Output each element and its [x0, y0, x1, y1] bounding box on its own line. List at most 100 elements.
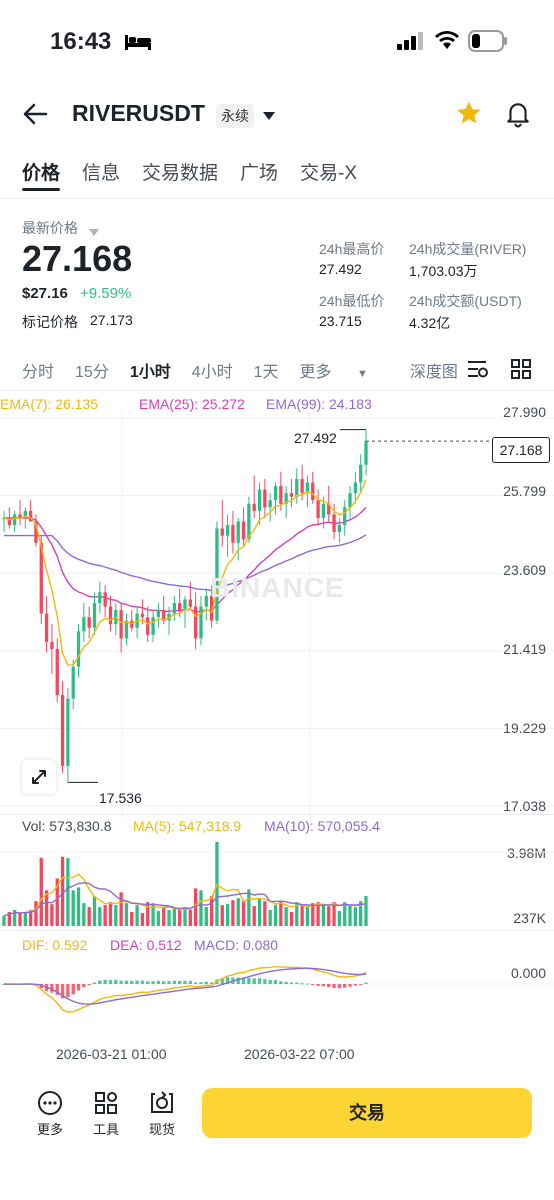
- volume-bar: [220, 905, 224, 926]
- volume-bar: [284, 907, 288, 926]
- amount-value: 4.32亿: [409, 315, 451, 331]
- tab-square[interactable]: 广场: [240, 163, 279, 184]
- tab-info[interactable]: 信息: [82, 163, 121, 184]
- volume-bar: [225, 904, 230, 926]
- candle: [247, 503, 251, 540]
- high-value: 27.492: [319, 261, 362, 277]
- divider: [0, 814, 554, 815]
- mark-price: 27.173: [90, 312, 133, 328]
- macd-histogram-bar: [284, 981, 288, 984]
- candle: [193, 606, 198, 639]
- high-marker: 27.492: [294, 430, 337, 446]
- spot-button[interactable]: 现货: [140, 1090, 184, 1138]
- fullscreen-button[interactable]: [22, 760, 56, 794]
- trade-button[interactable]: 交易: [202, 1088, 532, 1138]
- volume-bar: [204, 907, 208, 926]
- volume-bar: [60, 856, 65, 926]
- macd-histogram-bar: [183, 980, 187, 984]
- interval-1d[interactable]: 1天: [253, 364, 279, 381]
- volume-bar: [114, 905, 118, 926]
- candle: [305, 482, 310, 494]
- macd-histogram-bar: [209, 982, 214, 984]
- candle: [300, 478, 304, 494]
- volume-bar: [252, 906, 256, 926]
- volume-bar: [12, 910, 17, 926]
- volume-bar: [50, 904, 54, 926]
- caret-down-icon[interactable]: [89, 223, 99, 241]
- tools-label: 工具: [92, 1122, 119, 1137]
- macd-histogram-bar: [167, 981, 171, 984]
- volume-bar: [119, 892, 123, 926]
- macd-histogram-bar: [279, 981, 283, 984]
- candlestick-chart[interactable]: [0, 410, 554, 820]
- star-icon[interactable]: [455, 99, 483, 132]
- tab-trading-data[interactable]: 交易数据: [142, 163, 219, 184]
- macd-histogram-bar: [66, 984, 70, 998]
- interval-15m[interactable]: 15分: [75, 364, 109, 381]
- spot-icon: [151, 1091, 173, 1113]
- volume-bar: [343, 902, 347, 926]
- volume-bar: [348, 905, 352, 926]
- candle: [172, 602, 177, 614]
- latest-price-label[interactable]: 最新价格: [22, 220, 78, 236]
- candle: [140, 613, 145, 618]
- low-marker: 17.536: [99, 790, 142, 806]
- volume-bar: [332, 902, 336, 926]
- interval-1h[interactable]: 1小时: [129, 364, 171, 381]
- candle: [353, 482, 358, 494]
- time-axis-label: 2026-03-21 01:00: [56, 1046, 167, 1062]
- volume-bar: [167, 910, 171, 926]
- indicator-settings-icon[interactable]: [466, 358, 490, 385]
- candle: [119, 610, 123, 639]
- interval-4h[interactable]: 4小时: [191, 364, 233, 381]
- macd-histogram-bar: [247, 977, 251, 984]
- volume-bar: [108, 902, 113, 926]
- status-bar: 16:43: [0, 0, 554, 70]
- macd-histogram-bar: [295, 982, 299, 984]
- macd-legend: MACD: 0.080: [194, 937, 279, 953]
- candle: [34, 521, 38, 543]
- chevron-down-icon[interactable]: [262, 108, 276, 126]
- ema25-legend: EMA(25): 25.272: [139, 396, 245, 412]
- candle: [295, 478, 299, 497]
- interval-more[interactable]: 更多 ▼: [300, 358, 389, 382]
- tab-trade-x[interactable]: 交易-X: [300, 163, 358, 184]
- ma10-legend: MA(10): 570,055.4: [264, 818, 380, 834]
- tools-button[interactable]: 工具: [84, 1090, 128, 1138]
- low-value: 23.715: [319, 313, 362, 329]
- macd-histogram-bar: [252, 978, 256, 984]
- volume-bar: [66, 858, 70, 926]
- candle: [151, 617, 155, 635]
- macd-histogram-bar: [300, 983, 304, 985]
- price-change: +9.59%: [80, 285, 132, 302]
- grid-layout-icon[interactable]: [510, 358, 532, 385]
- candle: [236, 521, 240, 543]
- main-tabs: 价格 信息 交易数据 广场 交易-X: [22, 158, 357, 185]
- interval-line[interactable]: 分时: [22, 364, 55, 381]
- interval-more-label: 更多: [299, 364, 332, 381]
- candle: [156, 610, 161, 618]
- tab-price[interactable]: 价格: [22, 163, 61, 184]
- candle: [23, 510, 27, 518]
- price-axis-label: 21.419: [503, 641, 546, 657]
- volume-bar: [28, 910, 33, 926]
- candle: [76, 631, 81, 667]
- volume-bar: [18, 913, 22, 926]
- back-arrow-icon[interactable]: [22, 102, 48, 131]
- more-button[interactable]: 更多: [28, 1090, 72, 1138]
- bell-icon[interactable]: [505, 100, 531, 133]
- candle: [188, 599, 192, 607]
- candle: [92, 602, 97, 628]
- candle: [220, 528, 224, 536]
- volume-chart: [0, 842, 554, 926]
- macd-histogram-bar: [71, 984, 75, 995]
- symbol-title[interactable]: RIVERUSDT: [72, 100, 205, 126]
- macd-histogram-bar: [178, 980, 182, 984]
- volume-bar: [359, 901, 363, 926]
- depth-chart-tab[interactable]: 深度图: [409, 364, 458, 381]
- candle: [364, 441, 368, 465]
- ema7-line: [3, 479, 367, 667]
- volume-bar: [263, 901, 267, 926]
- battery-icon: [468, 30, 508, 57]
- volume-bar: [151, 903, 155, 926]
